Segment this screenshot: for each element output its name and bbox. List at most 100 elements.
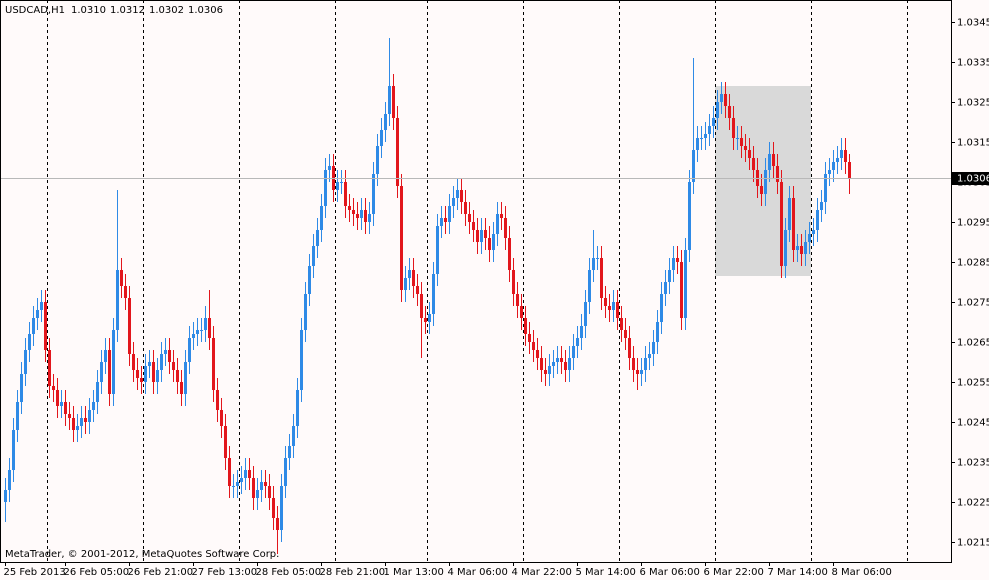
candle-body	[4, 490, 7, 502]
candle-body	[336, 182, 339, 190]
candle-body	[848, 162, 851, 178]
candle-body	[828, 170, 831, 174]
candle-body	[424, 318, 427, 322]
candle-body	[596, 258, 599, 259]
candle-body	[232, 486, 235, 487]
candle-body	[164, 350, 167, 354]
y-tick-label: 1.0255	[957, 378, 989, 389]
candle-body	[632, 358, 635, 370]
candle-body	[780, 182, 783, 266]
candle-body	[536, 350, 539, 358]
y-tick-label: 1.0215	[957, 538, 989, 549]
candle-body	[248, 470, 251, 478]
candle-body	[840, 150, 843, 158]
candle-body	[352, 210, 355, 214]
candle-body	[748, 150, 751, 158]
candle-body	[796, 246, 799, 250]
candle-body	[448, 206, 451, 222]
candle-body	[416, 286, 419, 294]
y-tick-label: 1.0315	[957, 138, 989, 149]
candle-body	[88, 410, 91, 422]
x-tick-label: 28 Feb 05:00	[256, 567, 322, 578]
x-tick-label: 6 Mar 06:00	[640, 567, 700, 578]
candle-body	[432, 274, 435, 314]
candle-body	[156, 370, 159, 382]
candle-body	[308, 266, 311, 294]
y-tick-label: 1.0275	[957, 298, 989, 309]
candle-body	[680, 262, 683, 318]
candle-body	[484, 230, 487, 238]
candle-body	[768, 154, 771, 170]
plot	[0, 38, 951, 554]
candle-body	[736, 138, 739, 139]
y-tick-label: 1.0245	[957, 418, 989, 429]
period-separators	[47, 0, 908, 562]
candle-body	[460, 190, 463, 202]
candle-body	[48, 350, 51, 386]
candle-body	[356, 214, 359, 218]
x-tick-label: 26 Feb 21:00	[128, 567, 194, 578]
y-tick-label: 1.0325	[957, 98, 989, 109]
candle-body	[640, 370, 643, 374]
y-tick-label: 1.0295	[957, 218, 989, 229]
candle-body	[716, 102, 719, 118]
candle-body	[744, 146, 747, 150]
x-tick-label: 27 Feb 13:00	[192, 567, 258, 578]
candle-body	[792, 198, 795, 250]
quote-close: 1.0306	[188, 5, 223, 16]
candle-body	[804, 242, 807, 254]
candle-body	[712, 118, 715, 126]
candle-body	[544, 370, 547, 374]
candle-body	[552, 362, 555, 366]
candle-body	[344, 182, 347, 206]
candle-body	[176, 370, 179, 382]
candle-body	[556, 358, 559, 362]
candle-body	[80, 418, 83, 426]
candle-body	[472, 222, 475, 230]
candle-body	[588, 270, 591, 302]
candle-body	[832, 162, 835, 170]
candle-body	[420, 294, 423, 318]
candle-body	[112, 330, 115, 394]
candle-body	[808, 234, 811, 242]
candle-body	[76, 426, 79, 430]
candle-body	[192, 334, 195, 338]
candle-body	[100, 362, 103, 382]
candle-body	[12, 430, 15, 470]
candle-body	[444, 218, 447, 222]
y-tick-label: 1.0285	[957, 258, 989, 269]
chart-header: USDCAD,H1 1.0310 1.0312 1.0302 1.0306	[5, 5, 223, 16]
candle-body	[388, 86, 391, 114]
candle-body	[600, 258, 603, 298]
copyright: MetaTrader, © 2001-2012, MetaQuotes Soft…	[5, 549, 279, 560]
candle-body	[32, 318, 35, 334]
candle-body	[60, 402, 63, 406]
candle-body	[120, 270, 123, 286]
candle-body	[8, 470, 11, 490]
candle-body	[628, 338, 631, 358]
candle-body	[180, 382, 183, 394]
candle-body	[292, 426, 295, 446]
candle-body	[384, 114, 387, 130]
candle-body	[784, 230, 787, 266]
candle-body	[732, 118, 735, 138]
candle-body	[224, 426, 227, 458]
candle-body	[348, 206, 351, 210]
candle-body	[660, 294, 663, 322]
candle-body	[368, 214, 371, 222]
candle-body	[304, 294, 307, 330]
candle-body	[760, 186, 763, 194]
candle-body	[428, 314, 431, 322]
candle-body	[672, 258, 675, 270]
candle-body	[372, 174, 375, 214]
candle-body	[44, 302, 47, 350]
candle-body	[452, 198, 455, 206]
candle-body	[124, 286, 127, 298]
x-tick-label: 26 Feb 05:00	[64, 567, 130, 578]
candle-body	[240, 478, 243, 482]
candle-body	[836, 158, 839, 162]
candle-body	[36, 310, 39, 318]
candle-body	[560, 358, 563, 362]
x-tick-label: 28 Feb 21:00	[320, 567, 386, 578]
candle-body	[480, 230, 483, 242]
